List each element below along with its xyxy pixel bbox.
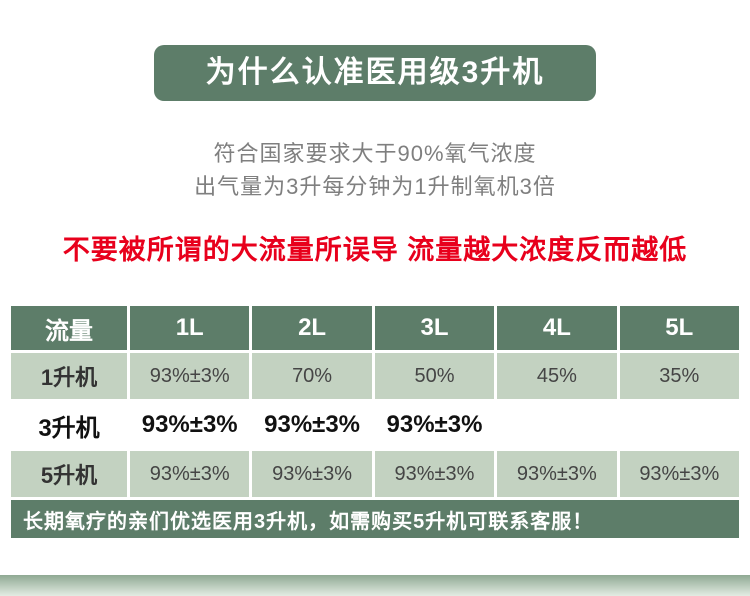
header-cell-4l: 4L [497,306,617,350]
table-cell: 93%±3% [130,353,250,399]
table-cell [497,402,617,448]
table-cell: 93%±3% [252,402,372,448]
subtitle-line-2: 出气量为3升每分钟为1升制氧机3倍 [194,174,556,199]
header-cell-flow: 流量 [11,306,127,350]
subtitle-block: 符合国家要求大于90%氧气浓度 出气量为3升每分钟为1升制氧机3倍 [0,137,750,203]
row-label: 1升机 [11,353,127,399]
table-cell: 70% [252,353,372,399]
footer-gradient-bar [0,575,750,596]
subtitle-line-1: 符合国家要求大于90%氧气浓度 [213,141,537,166]
page-title: 为什么认准医用级3升机 [154,45,596,101]
warning-text: 不要被所谓的大流量所误导 流量越大浓度反而越低 [62,235,688,265]
table-row-5l-machine: 5升机 93%±3% 93%±3% 93%±3% 93%±3% 93%±3% [11,451,739,497]
table-row-3l-machine: 3升机 93%±3% 93%±3% 93%±3% [11,402,739,448]
header-cell-1l: 1L [130,306,250,350]
header-cell-3l: 3L [374,306,495,350]
table-header-row: 流量 1L 2L 3L 4L 5L [11,306,739,350]
table-cell: 93%±3% [130,402,250,448]
table-cell: 93%±3% [374,402,495,448]
table-cell: 93%±3% [130,451,250,497]
table-cell: 93%±3% [374,451,495,497]
table-cell: 50% [374,353,495,399]
table-cell: 93%±3% [252,451,372,497]
table-cell: 35% [619,353,739,399]
table-cell: 93%±3% [497,451,617,497]
table-note: 长期氧疗的亲们优选医用3升机，如需购买5升机可联系客服！ [11,500,739,538]
table-cell [619,402,739,448]
header-cell-2l: 2L [252,306,372,350]
table-row-1l-machine: 1升机 93%±3% 70% 50% 45% 35% [11,353,739,399]
header-cell-5l: 5L [619,306,739,350]
table-note-row: 长期氧疗的亲们优选医用3升机，如需购买5升机可联系客服！ [11,500,739,538]
row-label: 5升机 [11,451,127,497]
oxygen-concentration-table: 流量 1L 2L 3L 4L 5L 1升机 93%±3% 70% 50% 45%… [8,303,742,541]
table-cell: 45% [497,353,617,399]
table-cell: 93%±3% [619,451,739,497]
row-label: 3升机 [11,402,127,448]
